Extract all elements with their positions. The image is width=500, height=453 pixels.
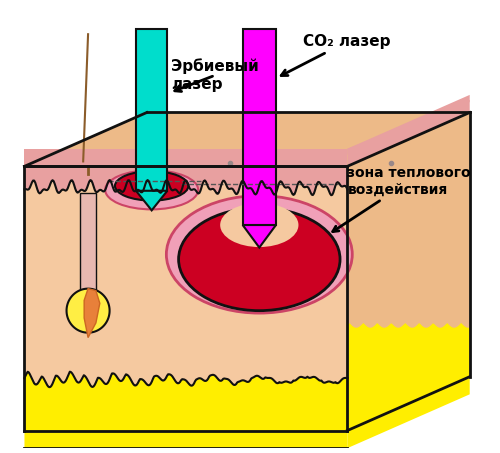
Polygon shape bbox=[242, 225, 276, 247]
Polygon shape bbox=[24, 166, 347, 195]
Ellipse shape bbox=[105, 170, 198, 209]
Polygon shape bbox=[24, 149, 347, 166]
Polygon shape bbox=[348, 112, 470, 430]
Polygon shape bbox=[80, 193, 96, 328]
Polygon shape bbox=[348, 100, 470, 166]
Polygon shape bbox=[348, 95, 470, 155]
Polygon shape bbox=[24, 371, 347, 448]
Polygon shape bbox=[24, 112, 469, 166]
Polygon shape bbox=[66, 289, 110, 333]
Ellipse shape bbox=[115, 171, 188, 201]
Ellipse shape bbox=[166, 196, 352, 313]
Polygon shape bbox=[348, 323, 470, 448]
Polygon shape bbox=[242, 29, 276, 225]
Text: зона теплового
воздействия: зона теплового воздействия bbox=[332, 166, 471, 231]
Ellipse shape bbox=[220, 203, 298, 247]
Polygon shape bbox=[24, 166, 347, 430]
Text: CO₂ лазер: CO₂ лазер bbox=[281, 34, 391, 76]
Polygon shape bbox=[136, 191, 168, 210]
Ellipse shape bbox=[178, 208, 340, 311]
Polygon shape bbox=[136, 29, 168, 191]
Text: Эрбиевый
лазер: Эрбиевый лазер bbox=[171, 59, 259, 92]
Polygon shape bbox=[84, 289, 100, 337]
